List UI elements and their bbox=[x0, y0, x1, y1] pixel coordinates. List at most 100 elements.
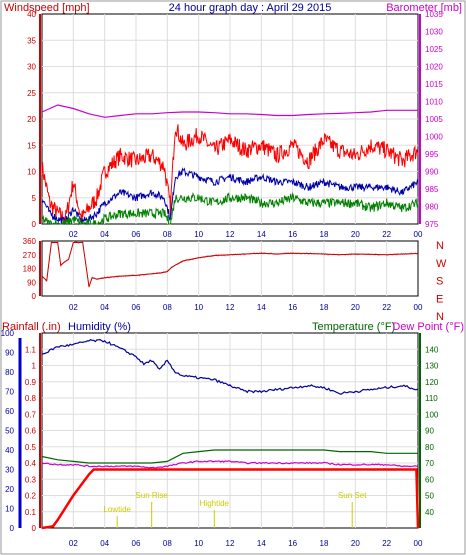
humidity-y-tick-label: 10 bbox=[5, 505, 14, 514]
barometer-y-tick-label: 1015 bbox=[425, 80, 443, 89]
direction-x-tick-label: 02 bbox=[69, 303, 78, 312]
humidity-x-tick-label: 02 bbox=[69, 539, 78, 548]
dewpoint-axis-label: Dew Point (°F) bbox=[392, 321, 464, 333]
wind-x-tick-label: 04 bbox=[100, 230, 109, 239]
direction-compass-label: W bbox=[436, 258, 447, 270]
series-average-line bbox=[41, 167, 419, 225]
wind-y-tick-label: 35 bbox=[27, 36, 36, 45]
wind-x-tick-label: 08 bbox=[163, 230, 172, 239]
temperature-y-tick-label: 110 bbox=[425, 394, 438, 403]
annotation-label: Hightide bbox=[200, 499, 230, 508]
windspeed-axis-label: Windspeed [mph] bbox=[4, 2, 90, 14]
direction-x-tick-label: 00 bbox=[414, 303, 423, 312]
series-gust-line bbox=[41, 124, 419, 224]
barometer-y-tick-label: 1010 bbox=[425, 98, 443, 107]
series-dewpoint-line bbox=[41, 460, 419, 469]
rainfall-y-tick-label: 0.7 bbox=[25, 410, 37, 419]
humidity-x-tick-label: 22 bbox=[382, 539, 391, 548]
temperature-y-tick-label: 140 bbox=[425, 345, 439, 354]
humidity-y-tick-label: 40 bbox=[5, 446, 14, 455]
wind-x-tick-label: 02 bbox=[69, 230, 78, 239]
wind-x-tick-label: 10 bbox=[194, 230, 203, 239]
humidity-x-tick-label: 04 bbox=[100, 539, 109, 548]
wind-x-tick-label: 18 bbox=[320, 230, 329, 239]
barometer-axis-label: Barometer [mb] bbox=[386, 2, 462, 14]
rainfall-y-tick-label: 0.6 bbox=[25, 427, 37, 436]
direction-x-tick-label: 16 bbox=[288, 303, 297, 312]
chart-title: 24 hour graph day : April 29 2015 bbox=[169, 2, 332, 14]
direction-y-tick-label: 0 bbox=[32, 292, 37, 301]
direction-x-tick-label: 22 bbox=[382, 303, 391, 312]
direction-compass-label: N bbox=[436, 240, 444, 252]
annotation-label: Sun Rise bbox=[135, 491, 168, 500]
temperature-y-tick-label: 70 bbox=[425, 459, 434, 468]
temperature-y-tick-label: 40 bbox=[425, 508, 434, 517]
rainfall-y-tick-label: 0.5 bbox=[25, 443, 37, 452]
wind-x-tick-label: 00 bbox=[414, 230, 423, 239]
direction-y-tick-label: 360 bbox=[23, 237, 37, 246]
wind-y-tick-label: 5 bbox=[32, 194, 37, 203]
direction-compass-label: N bbox=[436, 311, 444, 323]
temperature-y-tick-label: 80 bbox=[425, 443, 434, 452]
barometer-y-tick-label: 1030 bbox=[425, 28, 443, 37]
humidity-x-tick-label: 18 bbox=[320, 539, 329, 548]
series-barometer-line bbox=[41, 104, 418, 118]
direction-x-tick-label: 12 bbox=[226, 303, 235, 312]
wind-y-tick-label: 30 bbox=[27, 63, 36, 72]
direction-x-tick-label: 18 bbox=[320, 303, 329, 312]
humidity-y-tick-label: 80 bbox=[5, 368, 14, 377]
direction-x-tick-label: 20 bbox=[351, 303, 360, 312]
wind-y-tick-label: 15 bbox=[27, 141, 36, 150]
temperature-y-tick-label: 90 bbox=[425, 427, 434, 436]
temperature-y-tick-label: 130 bbox=[425, 362, 439, 371]
series-humidity-line bbox=[41, 338, 419, 395]
rainfall-y-tick-label: 1.1 bbox=[25, 345, 37, 354]
humidity-x-tick-label: 06 bbox=[132, 539, 141, 548]
rainfall-axis-label: Rainfall (.in) bbox=[2, 321, 61, 333]
humidity-x-tick-label: 20 bbox=[351, 539, 360, 548]
barometer-y-tick-label: 975 bbox=[425, 220, 439, 229]
direction-x-tick-label: 08 bbox=[163, 303, 172, 312]
direction-x-tick-label: 04 bbox=[100, 303, 109, 312]
temperature-y-tick-label: 60 bbox=[425, 475, 434, 484]
humidity-y-tick-label: 0 bbox=[10, 524, 15, 533]
wind-x-tick-label: 12 bbox=[226, 230, 235, 239]
series-direction-jitter bbox=[41, 241, 419, 288]
wind-y-tick-label: 0 bbox=[32, 220, 37, 229]
wind-y-tick-label: 40 bbox=[27, 10, 36, 19]
wind-y-tick-label: 25 bbox=[27, 89, 36, 98]
wind-x-tick-label: 20 bbox=[351, 230, 360, 239]
humidity-y-tick-label: 90 bbox=[5, 349, 14, 358]
wind-x-tick-label: 06 bbox=[132, 230, 141, 239]
direction-x-tick-label: 14 bbox=[257, 303, 266, 312]
barometer-y-tick-label: 1035 bbox=[425, 10, 443, 19]
annotation-label: Lowtide bbox=[103, 505, 131, 514]
humidity-x-tick-label: 08 bbox=[163, 539, 172, 548]
direction-y-tick-label: 180 bbox=[23, 265, 37, 274]
wind-y-tick-label: 10 bbox=[27, 168, 36, 177]
humidity-y-tick-label: 100 bbox=[1, 329, 15, 338]
barometer-y-tick-label: 1020 bbox=[425, 63, 443, 72]
wind-x-tick-label: 14 bbox=[257, 230, 266, 239]
humidity-x-tick-label: 12 bbox=[226, 539, 235, 548]
series-rainfall-line bbox=[41, 468, 420, 530]
series-temperature-line bbox=[41, 449, 418, 464]
barometer-y-tick-label: 1005 bbox=[425, 115, 443, 124]
series-low-line bbox=[41, 191, 419, 226]
humidity-x-tick-label: 10 bbox=[194, 539, 203, 548]
temperature-y-tick-label: 50 bbox=[425, 492, 434, 501]
rainfall-y-tick-label: 0.4 bbox=[25, 459, 37, 468]
barometer-y-tick-label: 1025 bbox=[425, 45, 443, 54]
humidity-y-tick-label: 70 bbox=[5, 388, 14, 397]
temperature-y-tick-label: 120 bbox=[425, 378, 439, 387]
rainfall-y-tick-label: 0 bbox=[32, 524, 37, 533]
rainfall-y-tick-label: 0.8 bbox=[25, 394, 37, 403]
direction-y-tick-label: 90 bbox=[27, 278, 36, 287]
wind-y-tick-label: 20 bbox=[27, 115, 36, 124]
rainfall-y-tick-label: 0.9 bbox=[25, 378, 37, 387]
humidity-y-tick-label: 60 bbox=[5, 407, 14, 416]
barometer-y-tick-label: 985 bbox=[425, 185, 439, 194]
barometer-y-tick-label: 995 bbox=[425, 150, 439, 159]
